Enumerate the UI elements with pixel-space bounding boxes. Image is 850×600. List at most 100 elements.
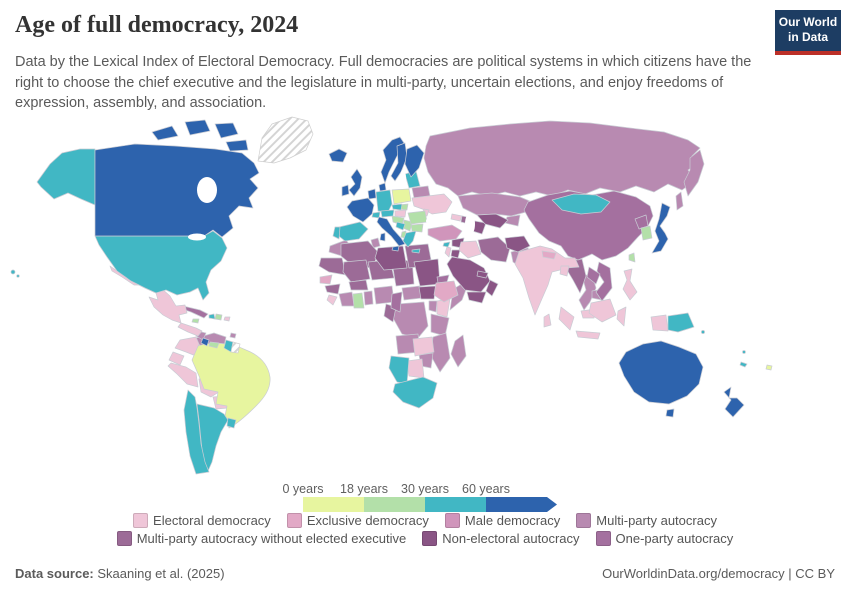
region-madagascar[interactable] (450, 334, 467, 368)
region-bulgaria[interactable] (410, 223, 424, 233)
region-australia[interactable] (618, 340, 704, 405)
region-hungary[interactable] (394, 209, 407, 218)
region-botswana[interactable] (406, 358, 425, 379)
region-georgia[interactable] (450, 213, 463, 222)
region-jordan[interactable] (450, 249, 461, 259)
region-czechia[interactable] (391, 203, 403, 211)
region-uk[interactable] (348, 168, 363, 197)
region-taiwan[interactable] (628, 252, 636, 263)
legend-item-multi-party-autocracy[interactable]: Multi-party autocracy (576, 513, 717, 528)
legend-item-multi-party-autocracy-no-exec[interactable]: Multi-party autocracy without elected ex… (116, 531, 406, 546)
region-italy[interactable] (376, 216, 406, 247)
region-ethiopia[interactable] (433, 280, 459, 303)
region-tanzania[interactable] (430, 313, 450, 337)
region-sweden[interactable] (390, 142, 408, 182)
region-peru[interactable] (167, 362, 199, 388)
region-benelux[interactable] (367, 188, 377, 200)
region-zambia[interactable] (412, 336, 435, 357)
region-arctic-island-4[interactable] (225, 139, 249, 152)
region-solomon-islands[interactable] (701, 330, 705, 334)
owid-democracy-link[interactable]: OurWorldinData.org/democracy (602, 566, 785, 581)
region-guinea[interactable] (324, 283, 341, 295)
region-mongolia[interactable] (551, 193, 611, 215)
region-kamchatka[interactable] (683, 149, 705, 197)
region-sudan[interactable] (413, 258, 441, 287)
legend-gradient-bar[interactable] (303, 497, 557, 512)
region-israel[interactable] (444, 246, 452, 258)
region-ecuador[interactable] (168, 351, 185, 366)
legend-item-one-party-autocracy[interactable]: One-party autocracy (595, 531, 733, 546)
region-senegal[interactable] (319, 274, 333, 285)
data-source-value[interactable]: Skaaning et al. (2025) (93, 566, 225, 581)
region-namibia[interactable] (388, 355, 410, 385)
region-india[interactable] (514, 245, 580, 316)
region-philippines[interactable] (622, 268, 638, 301)
region-hawaii[interactable] (10, 269, 16, 275)
region-arctic-island-1[interactable] (151, 125, 179, 141)
region-puerto-rico[interactable] (223, 316, 231, 322)
region-brazil[interactable] (191, 342, 271, 429)
region-arctic-island-2[interactable] (184, 119, 211, 136)
region-ghana[interactable] (352, 292, 365, 309)
region-papua-new-guinea[interactable] (667, 312, 695, 333)
region-togo-benin[interactable] (363, 290, 374, 306)
region-uganda[interactable] (428, 300, 438, 313)
owid-logo[interactable]: Our World in Data (775, 10, 841, 55)
region-kazakhstan[interactable] (457, 192, 533, 217)
region-south-africa[interactable] (392, 376, 438, 409)
region-yemen[interactable] (466, 291, 487, 304)
region-oman[interactable] (485, 279, 499, 297)
region-argentina[interactable] (196, 403, 229, 472)
region-burkina-faso[interactable] (348, 279, 369, 291)
region-bangladesh[interactable] (559, 265, 570, 277)
legend-segment-60-plus[interactable] (486, 497, 547, 512)
region-arctic-island-3[interactable] (214, 122, 239, 139)
region-new-caledonia[interactable] (739, 361, 748, 368)
region-poland[interactable] (391, 188, 412, 205)
region-turkey[interactable] (427, 224, 463, 242)
region-canada[interactable] (94, 143, 260, 238)
region-vanuatu[interactable] (742, 350, 746, 354)
region-mozambique[interactable] (430, 332, 451, 373)
region-iceland[interactable] (328, 148, 348, 163)
region-java[interactable] (575, 330, 601, 340)
region-sakhalin[interactable] (675, 191, 684, 211)
region-usa[interactable] (94, 230, 228, 301)
region-uruguay[interactable] (226, 417, 237, 429)
region-france[interactable] (346, 197, 375, 223)
region-ivory-coast[interactable] (338, 291, 355, 307)
region-costa-rica[interactable] (200, 337, 210, 347)
legend-item-exclusive-democracy[interactable]: Exclusive democracy (286, 513, 429, 528)
region-portugal[interactable] (332, 226, 341, 240)
region-suriname[interactable] (230, 341, 241, 354)
region-ireland[interactable] (341, 184, 350, 197)
region-mali[interactable] (342, 259, 371, 283)
region-iran[interactable] (477, 236, 511, 263)
region-nepal[interactable] (541, 250, 557, 260)
region-haiti[interactable] (208, 313, 216, 320)
region-china[interactable] (523, 190, 654, 261)
legend-item-male-democracy[interactable]: Male democracy (444, 513, 560, 528)
region-fiji[interactable] (765, 364, 773, 371)
region-uzbekistan[interactable] (476, 213, 509, 229)
region-bosnia[interactable] (395, 221, 406, 231)
region-tasmania[interactable] (665, 408, 675, 418)
region-afghanistan[interactable] (504, 235, 531, 253)
legend-segment-0-18[interactable] (303, 497, 364, 512)
region-nigeria[interactable] (373, 285, 395, 305)
region-jamaica[interactable] (191, 318, 200, 324)
region-dominican-republic[interactable] (214, 313, 223, 321)
region-japan[interactable] (651, 202, 671, 254)
region-sardinia[interactable] (379, 232, 386, 242)
legend-segment-30-60[interactable] (425, 497, 486, 512)
region-denmark[interactable] (378, 182, 387, 192)
region-cameroon[interactable] (390, 291, 403, 313)
legend-item-non-electoral-autocracy[interactable]: Non-electoral autocracy (422, 531, 580, 546)
region-germany[interactable] (375, 189, 393, 213)
region-cyprus[interactable] (442, 241, 451, 248)
region-iraq[interactable] (458, 240, 482, 259)
region-south-sudan[interactable] (418, 285, 437, 300)
region-chile[interactable] (183, 389, 210, 475)
region-sulawesi[interactable] (616, 306, 627, 327)
region-new-zealand[interactable] (723, 386, 745, 418)
